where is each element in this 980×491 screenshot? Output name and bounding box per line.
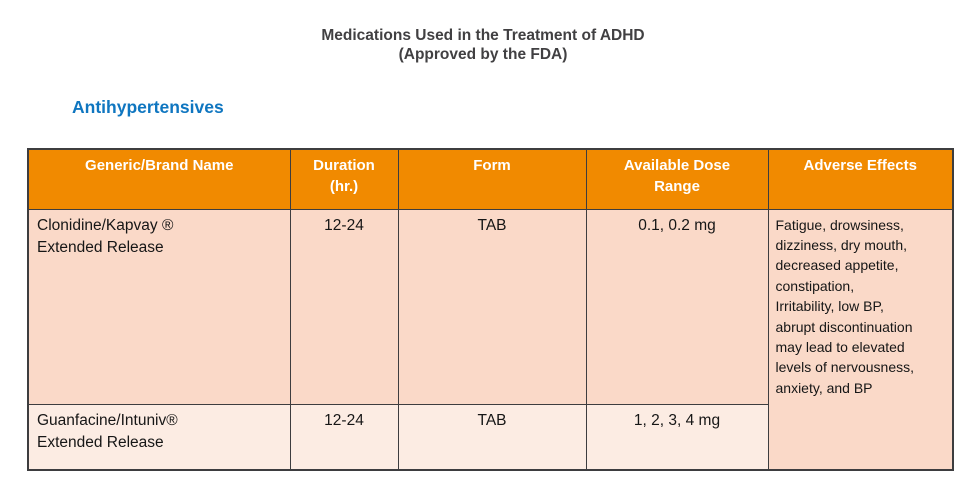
column-header-duration: Duration (hr.) — [289, 148, 399, 210]
document-title-line1: Medications Used in the Treatment of ADH… — [321, 27, 645, 44]
table-header-row: Generic/Brand Name Duration (hr.) Form A… — [27, 148, 954, 210]
table-row-guanfacine: Guanfacine/Intuniv® Extended Release 12-… — [27, 403, 953, 471]
cell-generic-brand-name: Guanfacine/Intuniv® Extended Release — [27, 403, 291, 471]
table-row-clonidine: Clonidine/Kapvay ® Extended Release 12-2… — [27, 208, 954, 471]
cell-duration: 12-24 — [289, 208, 399, 405]
section-heading-antihypertensives: Antihypertensives — [72, 97, 224, 117]
document-title: Medications Used in the Treatment of ADH… — [0, 27, 966, 64]
cell-duration: 12-24 — [289, 403, 399, 471]
column-header-form: Form — [397, 148, 587, 210]
cell-form: TAB — [397, 208, 587, 405]
column-header-adverse-effects: Adverse Effects — [767, 148, 954, 210]
cell-generic-brand-name: Clonidine/Kapvay ® Extended Release — [27, 208, 291, 405]
document-title-line2: (Approved by the FDA) — [398, 45, 568, 63]
column-header-generic-brand-name: Generic/Brand Name — [27, 148, 291, 210]
cell-form: TAB — [397, 403, 587, 471]
column-header-available-dose-range: Available Dose Range — [585, 148, 769, 210]
medications-table: Generic/Brand Name Duration (hr.) Form A… — [27, 148, 954, 471]
cell-adverse-effects: Fatigue, drowsiness, dizziness, dry mout… — [767, 208, 954, 471]
cell-dose-range: 1, 2, 3, 4 mg — [585, 403, 769, 471]
cell-dose-range: 0.1, 0.2 mg — [585, 208, 769, 405]
